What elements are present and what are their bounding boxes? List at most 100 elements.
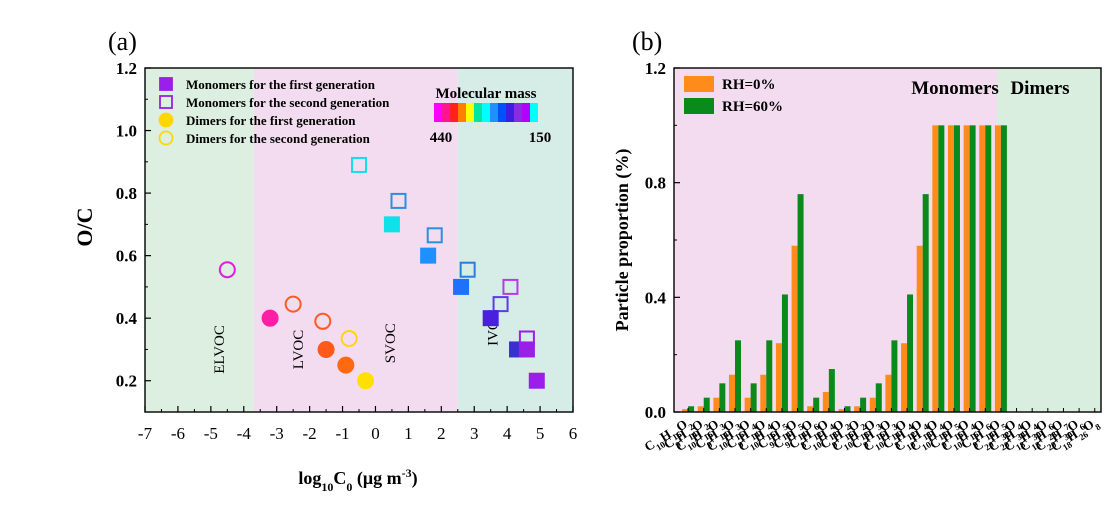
y-tick-label: 0.4: [116, 309, 138, 328]
bar-rh60: [781, 294, 788, 412]
y-tick-label: 0.4: [645, 288, 667, 307]
point-square-open: [459, 261, 476, 278]
axes-a: -7 -6 -5 -4 -3 -2 -1 0 1 2 3 4 5 6 0.2 0.4 0.6 0.8 1.0 1.2: [116, 59, 578, 443]
region-label-monomers: Monomers: [911, 78, 999, 99]
bar-rh0: [885, 374, 892, 412]
bar-rh60: [844, 406, 851, 412]
y-tick-label: 1.2: [116, 59, 137, 78]
bar-rh60: [969, 125, 976, 412]
colorbar-swatch: [506, 103, 514, 122]
legend-marker: [158, 130, 174, 146]
bar-rh0: [697, 406, 704, 412]
y-tick-label: 0.6: [116, 247, 137, 266]
legend-b: RH=0% RH=60%: [684, 76, 783, 115]
bar-rh0: [682, 409, 689, 412]
x-tick-label: -6: [171, 424, 185, 443]
x-tick-label: -4: [237, 424, 252, 443]
x-tick-label: 2: [437, 424, 446, 443]
legend-label: RH=60%: [722, 99, 783, 115]
legend-swatch: [684, 98, 714, 114]
x-tick-label: 6: [569, 424, 578, 443]
point-circle-filled: [337, 356, 355, 374]
x-axis-label-a: log10C0 (μg m-3): [298, 466, 417, 494]
x-tick-label: -5: [204, 424, 218, 443]
x-tick-label: -1: [335, 424, 349, 443]
bar-rh60: [828, 369, 835, 412]
bar-rh0: [901, 343, 908, 412]
bar-rh0: [979, 125, 986, 412]
scatter-panel-a: (a) ELVOC LVOC SVOC IVOC Monomers for the f…: [72, 27, 577, 494]
bar-rh0: [869, 397, 876, 412]
point-square-filled: [528, 372, 545, 389]
y-tick-label: 0.0: [645, 403, 666, 422]
bar-rh60: [922, 194, 929, 412]
colorbar-swatch: [458, 103, 466, 122]
panel-b-label: (b): [632, 27, 662, 56]
legend-a: Monomers for the first generation Monomer…: [158, 77, 390, 146]
colorbar-swatch: [514, 103, 522, 122]
x-tick-label: C18H30O6: [1001, 414, 1056, 458]
x-tick-label: 1: [404, 424, 413, 443]
legend-label: Monomers for the first generation: [186, 77, 376, 92]
x-tick-label: 5: [536, 424, 545, 443]
bar-rh60: [875, 383, 882, 412]
region-label-lvoc: LVOC: [291, 330, 307, 369]
legend-swatch: [684, 76, 714, 92]
bars: [682, 125, 1007, 412]
bar-rh0: [760, 374, 767, 412]
bar-rh60: [985, 125, 992, 412]
bar-rh0: [775, 343, 782, 412]
point-square-filled: [518, 341, 535, 358]
point-square-open: [351, 156, 367, 173]
bar-rh60: [719, 383, 726, 412]
colorbar-swatch: [530, 103, 538, 122]
point-circle-open: [218, 261, 236, 279]
bar-rh0: [791, 245, 798, 412]
colorbar-swatch: [498, 103, 506, 122]
colorbar-swatch: [490, 103, 498, 122]
colorbar-swatch: [434, 103, 442, 122]
colorbar-min-label: 440: [430, 130, 453, 146]
point-square-open: [426, 227, 443, 244]
bar-rh60: [797, 194, 804, 412]
colorbar-swatch: [482, 103, 490, 122]
bar-rh0: [713, 397, 720, 412]
x-tick-label: C9H14O5: [958, 414, 1009, 456]
bar-rh60: [750, 383, 757, 412]
point-circle-open: [314, 312, 332, 330]
bar-rh0: [947, 125, 954, 412]
colorbar-swatch: [450, 103, 458, 122]
y-tick-label: 1.2: [645, 59, 666, 78]
legend-label: RH=0%: [722, 77, 776, 93]
bar-rh60: [907, 294, 914, 412]
region-lvoc: [253, 68, 359, 412]
bar-rh60: [860, 397, 867, 412]
bar-rh60: [891, 340, 898, 412]
point-square-filled: [482, 310, 499, 327]
y-axis-label-a: O/C: [72, 207, 97, 246]
x-tick-label: 3: [470, 424, 479, 443]
bar-rh0: [916, 245, 923, 412]
point-square-filled: [453, 278, 470, 295]
bar-panel-b: (b) Monomers Dimers RH=0% RH=60% 0.0 0.4 0.8…: [612, 27, 1103, 458]
molecular-mass-colorbar: Molecular mass 440 150: [430, 86, 552, 146]
bar-rh0: [744, 397, 751, 412]
x-tick-label: -7: [138, 424, 153, 443]
volatility-regions: ELVOC LVOC SVOC IVOC: [145, 68, 573, 412]
colorbar-swatch: [522, 103, 530, 122]
bar-rh60: [703, 397, 710, 412]
colorbar-swatch: [442, 103, 450, 122]
bar-rh60: [953, 125, 960, 412]
legend-marker: [158, 112, 174, 128]
axes-b: 0.0 0.4 0.8 1.2: [645, 59, 1102, 422]
bar-rh60: [938, 125, 945, 412]
legend-label: Monomers for the second generation: [186, 95, 390, 110]
point-circle-open: [284, 295, 302, 313]
x-tick-label: 0: [371, 424, 380, 443]
region-label-dimers: Dimers: [1010, 78, 1069, 99]
x-tick-labels-b: C10H16O2C9H14O2C10H16O3C9H14O3C10H16O4C9…: [642, 414, 1103, 458]
region-dimers: [997, 68, 1101, 412]
colorbar-max-label: 150: [529, 130, 552, 146]
point-circle-filled: [357, 372, 375, 390]
colorbar-title: Molecular mass: [436, 86, 537, 102]
